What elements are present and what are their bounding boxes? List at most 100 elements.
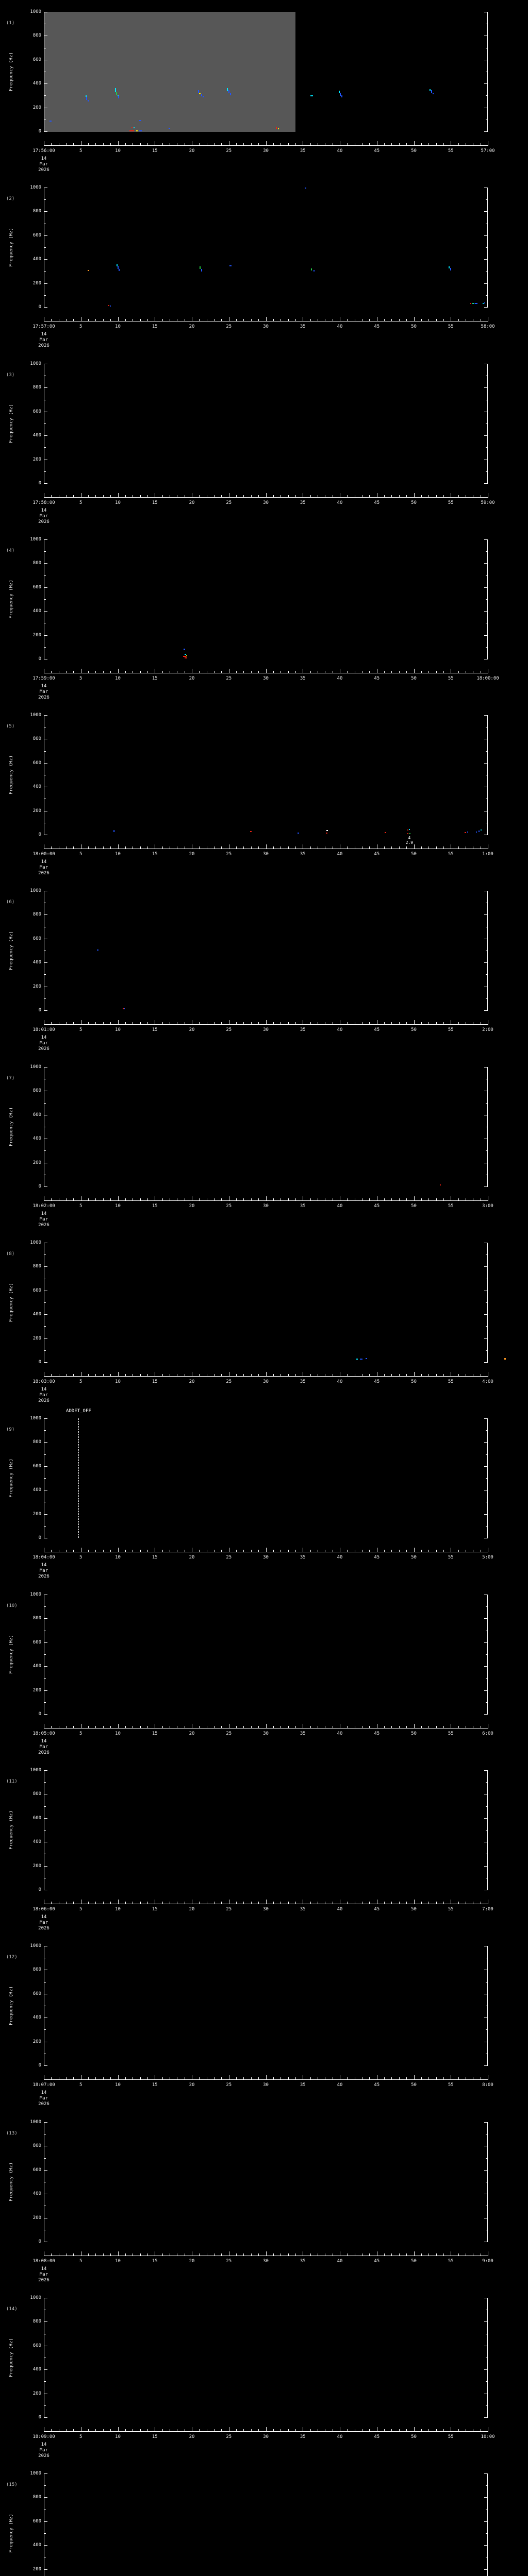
date-line: 2026 <box>38 1223 50 1228</box>
y-axis-title: Frequency (Hz) <box>9 2514 14 2553</box>
detection-mark <box>202 96 204 98</box>
x-tick <box>347 1198 348 1200</box>
x-tick-label: 40 <box>337 2434 343 2439</box>
x-tick <box>421 2253 422 2256</box>
y-tick <box>486 2405 487 2406</box>
x-tick <box>73 319 74 321</box>
x-tick <box>103 2253 104 2256</box>
x-tick <box>251 319 252 321</box>
x-tick <box>125 1374 126 1376</box>
x-tick <box>251 2077 252 2079</box>
x-tick <box>258 1550 259 1552</box>
y-tick <box>44 423 46 424</box>
y-tick <box>484 1514 487 1515</box>
x-tick <box>391 846 392 849</box>
x-tick-label: 5 <box>79 1379 82 1384</box>
x-tick <box>236 1902 237 1904</box>
y-tick <box>44 1678 46 1679</box>
x-tick-label: 55 <box>448 1731 454 1736</box>
y-tick <box>44 647 46 648</box>
detection-mark <box>183 656 186 657</box>
y-tick <box>486 1350 487 1351</box>
y-tick <box>44 539 47 540</box>
x-tick-label: 30 <box>263 148 269 154</box>
x-tick <box>125 2077 126 2079</box>
x-tick-label: 25 <box>226 2259 232 2264</box>
x-tick <box>258 1902 259 1904</box>
x-tick <box>147 2429 148 2431</box>
y-tick <box>484 2122 487 2123</box>
detection-mark <box>430 89 431 91</box>
x-tick <box>443 1198 444 1200</box>
y-tick-label: 0 <box>38 1887 41 1892</box>
x-tick <box>391 1726 392 1728</box>
x-tick <box>273 319 274 321</box>
y-tick-label: 200 <box>32 1335 41 1341</box>
x-tick-label: 35 <box>300 1555 306 1560</box>
x-tick <box>147 1902 148 1904</box>
x-tick-label: 10 <box>115 852 121 857</box>
y-tick <box>486 2533 487 2534</box>
panel-number: (5) <box>6 724 15 729</box>
x-tick-label: 50 <box>411 1204 417 1209</box>
x-tick <box>66 1902 67 1904</box>
y-tick <box>44 2158 46 2159</box>
x-tick <box>266 2075 267 2079</box>
detection-mark <box>408 828 410 830</box>
x-tick-label: 35 <box>300 148 306 154</box>
x-tick <box>251 1022 252 1024</box>
x-tick-label: 50 <box>411 500 417 505</box>
detection-mark <box>117 95 119 97</box>
x-tick <box>236 2253 237 2256</box>
x-tick <box>140 143 141 145</box>
y-tick-label: 400 <box>32 2015 41 2021</box>
x-tick <box>288 1550 289 1552</box>
y-axis-title: Frequency (Hz) <box>9 1810 14 1850</box>
x-tick-label: 50 <box>411 676 417 681</box>
x-tick <box>103 1726 104 1728</box>
y-tick-label: 600 <box>32 760 41 766</box>
x-tick <box>295 2077 296 2079</box>
spectrogram-panel: (6) Frequency (Hz) 0 200 400 600 800 1000 18:01:… <box>0 879 528 1055</box>
detection-mark <box>325 832 327 834</box>
x-tick-label: 45 <box>374 1731 380 1736</box>
x-tick <box>280 1550 282 1552</box>
x-tick <box>280 495 282 497</box>
x-tick <box>125 1022 126 1024</box>
x-tick <box>391 2077 392 2079</box>
x-tick <box>266 141 267 145</box>
y-tick <box>44 1338 47 1339</box>
y-tick <box>44 1514 47 1515</box>
y-tick-label: 600 <box>32 1112 41 1117</box>
x-tick-label: 10 <box>115 676 121 681</box>
x-tick <box>73 1550 74 1552</box>
y-tick <box>484 1314 487 1315</box>
x-tick <box>243 1022 244 1024</box>
y-tick-label: 400 <box>32 257 41 262</box>
date-line: 14 <box>41 1035 47 1040</box>
x-tick-label: 20 <box>189 2082 195 2088</box>
y-tick <box>484 914 487 916</box>
x-tick <box>258 846 259 849</box>
y-tick-label: 200 <box>32 808 41 814</box>
y-tick <box>44 483 47 484</box>
x-tick <box>73 2077 74 2079</box>
y-tick <box>44 2381 46 2382</box>
date-line: 2026 <box>38 1574 50 1579</box>
x-tick-label: 15 <box>152 1907 158 1912</box>
x-tick <box>147 1374 148 1376</box>
detection-mark <box>478 830 480 832</box>
panel-number: (6) <box>6 900 15 905</box>
x-tick <box>310 2253 311 2256</box>
y-tick <box>44 1010 47 1011</box>
x-tick-label: 40 <box>337 1555 343 1560</box>
x-tick <box>162 2253 163 2256</box>
x-tick <box>443 1726 444 1728</box>
x-tick-label: 55 <box>448 500 454 505</box>
x-tick <box>110 671 111 673</box>
detection-mark <box>129 130 135 131</box>
date-line: Mar <box>39 2096 48 2101</box>
detection-mark <box>85 95 87 97</box>
y-tick <box>484 1666 487 1667</box>
y-tick <box>484 259 487 260</box>
